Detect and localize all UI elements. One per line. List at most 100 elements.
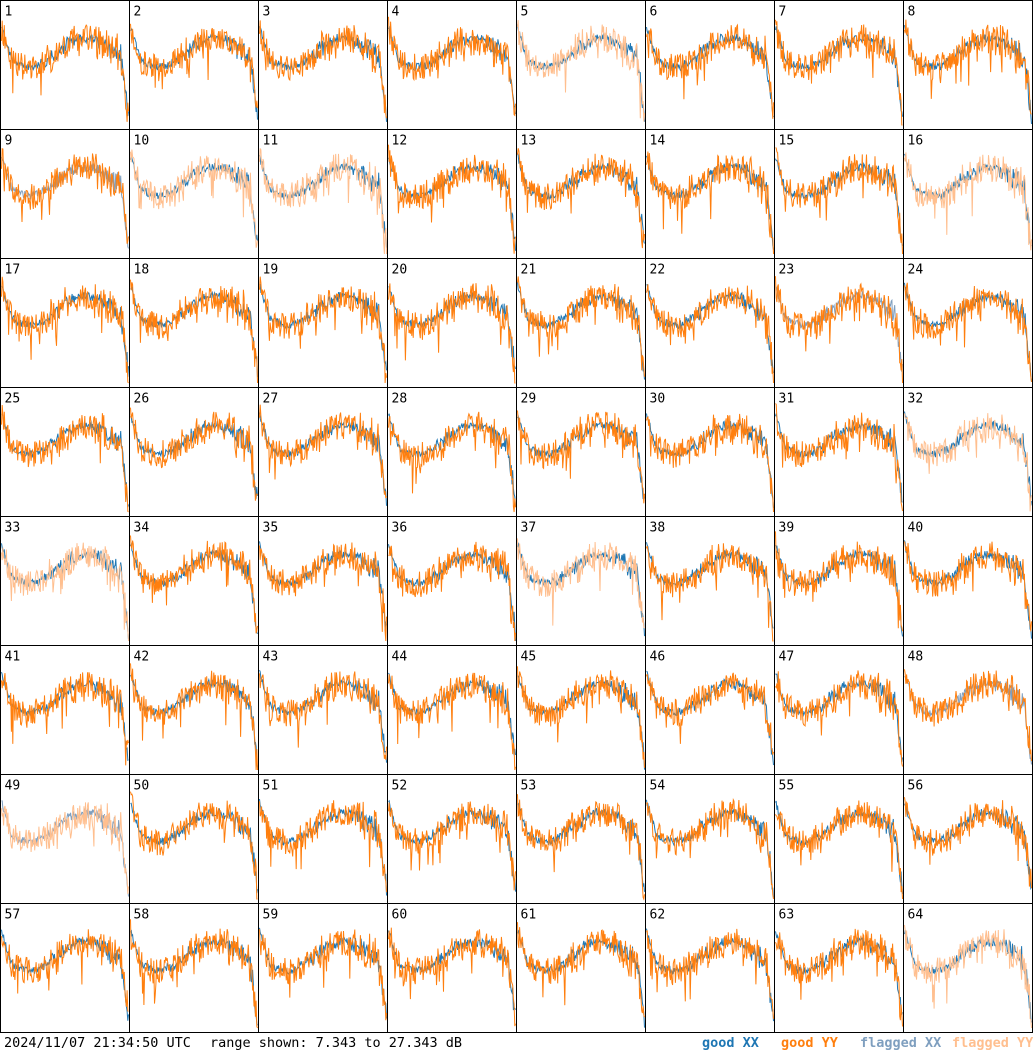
series-yy-line bbox=[646, 413, 774, 513]
panel-35: 35 bbox=[258, 516, 388, 646]
series-yy-line bbox=[517, 410, 645, 504]
panel-number-label: 33 bbox=[5, 521, 21, 536]
panel-number-label: 3 bbox=[263, 5, 271, 20]
panel-number-label: 61 bbox=[521, 908, 537, 923]
panel-16: 16 bbox=[903, 129, 1033, 259]
panel-number-label: 17 bbox=[5, 263, 21, 278]
series-yy-line bbox=[388, 144, 516, 254]
series-yy-line bbox=[646, 543, 774, 642]
series-yy-line bbox=[646, 23, 774, 119]
panel-7: 7 bbox=[774, 0, 904, 130]
series-yy-line bbox=[130, 919, 258, 1029]
panel-15: 15 bbox=[774, 129, 904, 259]
panel-number-label: 63 bbox=[779, 908, 795, 923]
panel-63: 63 bbox=[774, 903, 904, 1033]
panel-number-label: 9 bbox=[5, 134, 13, 149]
panel-58: 58 bbox=[129, 903, 259, 1033]
series-yy-line bbox=[1, 672, 129, 766]
panel-number-label: 15 bbox=[779, 134, 795, 149]
panel-number-label: 55 bbox=[779, 779, 795, 794]
panel-6: 6 bbox=[645, 0, 775, 130]
series-xx-line bbox=[259, 541, 387, 631]
panel-number-label: 18 bbox=[134, 263, 150, 278]
panel-21: 21 bbox=[516, 258, 646, 388]
panel-number-label: 62 bbox=[650, 908, 666, 923]
series-yy-line bbox=[259, 542, 387, 642]
panel-62: 62 bbox=[645, 903, 775, 1033]
series-yy-line bbox=[259, 800, 387, 893]
series-yy-line bbox=[775, 276, 903, 384]
series-yy-line bbox=[904, 669, 1032, 762]
panel-number-label: 46 bbox=[650, 650, 666, 665]
panel-number-label: 21 bbox=[521, 263, 537, 278]
panel-24: 24 bbox=[903, 258, 1033, 388]
panel-frame bbox=[645, 774, 775, 904]
range-label: range shown: 7.343 to 27.343 dB bbox=[210, 1035, 462, 1051]
series-yy-line bbox=[775, 531, 903, 632]
panel-frame bbox=[387, 516, 517, 646]
panel-number-label: 8 bbox=[908, 5, 916, 20]
series-yy-line bbox=[904, 413, 1032, 512]
series-yy-line bbox=[1, 802, 129, 894]
panel-frame bbox=[387, 129, 517, 259]
series-yy-line bbox=[904, 925, 1032, 1029]
series-yy-line bbox=[904, 282, 1032, 383]
legend-good-xx: good XX bbox=[702, 1035, 759, 1051]
panel-number-label: 4 bbox=[392, 5, 400, 20]
panel-frame bbox=[516, 774, 646, 904]
panel-46: 46 bbox=[645, 645, 775, 775]
panel-number-label: 50 bbox=[134, 779, 150, 794]
series-yy-line bbox=[130, 23, 258, 109]
panel-number-label: 7 bbox=[779, 5, 787, 20]
panel-frame bbox=[903, 129, 1033, 259]
panel-29: 29 bbox=[516, 387, 646, 517]
panel-number-label: 6 bbox=[650, 5, 658, 20]
panel-22: 22 bbox=[645, 258, 775, 388]
panel-number-label: 12 bbox=[392, 134, 408, 149]
series-yy-line bbox=[517, 794, 645, 901]
series-yy-line bbox=[388, 672, 516, 771]
panel-number-label: 41 bbox=[5, 650, 21, 665]
series-yy-line bbox=[775, 800, 903, 900]
series-yy-line bbox=[775, 147, 903, 255]
panel-11: 11 bbox=[258, 129, 388, 259]
panel-number-label: 25 bbox=[5, 392, 21, 407]
panel-number-label: 48 bbox=[908, 650, 924, 665]
panel-51: 51 bbox=[258, 774, 388, 904]
panel-41: 41 bbox=[0, 645, 130, 775]
panel-57: 57 bbox=[0, 903, 130, 1033]
series-yy-line bbox=[775, 670, 903, 767]
series-yy-line bbox=[130, 407, 258, 501]
panel-64: 64 bbox=[903, 903, 1033, 1033]
panel-40: 40 bbox=[903, 516, 1033, 646]
series-yy-line bbox=[130, 535, 258, 634]
series-yy-line bbox=[517, 20, 645, 122]
series-yy-line bbox=[904, 152, 1032, 251]
series-yy-line bbox=[646, 798, 774, 900]
series-yy-line bbox=[1, 20, 129, 122]
panel-number-label: 10 bbox=[134, 134, 150, 149]
panel-number-label: 11 bbox=[263, 134, 279, 149]
panel-2: 2 bbox=[129, 0, 259, 130]
series-yy-line bbox=[259, 929, 387, 1021]
series-yy-line bbox=[388, 411, 516, 513]
panel-number-label: 43 bbox=[263, 650, 279, 665]
series-yy-line bbox=[1, 929, 129, 1012]
panel-3: 3 bbox=[258, 0, 388, 130]
series-yy-line bbox=[130, 149, 258, 248]
series-yy-line bbox=[904, 541, 1032, 632]
panel-number-label: 42 bbox=[134, 650, 150, 665]
panel-5: 5 bbox=[516, 0, 646, 130]
series-yy-line bbox=[130, 663, 258, 771]
panel-number-label: 49 bbox=[5, 779, 21, 794]
panel-number-label: 34 bbox=[134, 521, 150, 536]
panel-number-label: 5 bbox=[521, 5, 529, 20]
series-yy-line bbox=[1, 542, 129, 642]
series-yy-line bbox=[904, 19, 1032, 115]
panel-number-label: 38 bbox=[650, 521, 666, 536]
panel-number-label: 32 bbox=[908, 392, 924, 407]
series-yy-line bbox=[775, 403, 903, 512]
panel-52: 52 bbox=[387, 774, 517, 904]
series-yy-line bbox=[517, 666, 645, 768]
